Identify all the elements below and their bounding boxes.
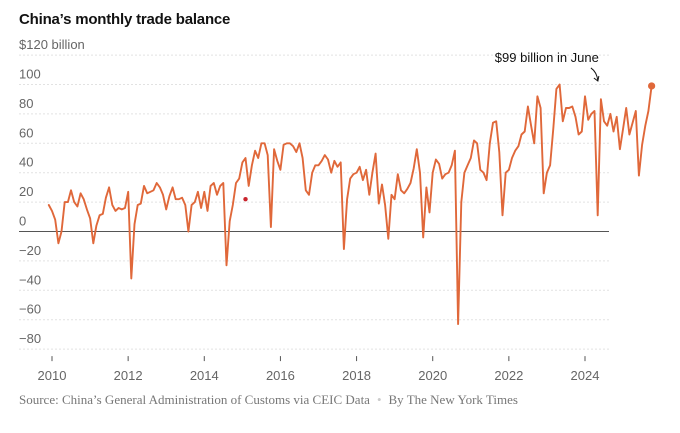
y-unit-label: $120 billion xyxy=(19,37,85,52)
y-tick-label: −80 xyxy=(19,331,41,346)
annotation-arrow xyxy=(590,67,600,82)
y-tick-label: 100 xyxy=(19,67,41,82)
series-line-trade-balance xyxy=(47,83,653,326)
series-markers xyxy=(243,82,656,202)
highlight-point xyxy=(243,196,248,202)
x-tick-label: 2020 xyxy=(418,368,447,383)
x-tick-label: 2016 xyxy=(266,368,295,383)
y-tick-label: 40 xyxy=(19,155,33,170)
x-tick-label: 2022 xyxy=(494,368,523,383)
x-tick-label: 2018 xyxy=(342,368,371,383)
x-tick-label: 2014 xyxy=(190,368,219,383)
y-axis: $120 billion −80 −60 −40 −20 0 20 40 60 80 100 xyxy=(19,37,85,346)
y-tick-label: 20 xyxy=(19,184,33,199)
x-axis: 2010 2012 2014 2016 2018 2020 2022 2024 xyxy=(38,356,600,383)
x-tick-label: 2024 xyxy=(571,368,600,383)
source-note: Source: China’s General Administration o… xyxy=(19,392,518,408)
chart-title: China’s monthly trade balance xyxy=(19,11,231,28)
y-tick-label: 0 xyxy=(19,214,26,229)
y-tick-label: 60 xyxy=(19,125,33,140)
y-tick-label: −60 xyxy=(19,302,41,317)
source-text: Source: China’s General Administration o… xyxy=(19,392,370,407)
credit-text: By The New York Times xyxy=(388,392,518,407)
last-point xyxy=(648,82,656,90)
x-tick-label: 2012 xyxy=(114,368,143,383)
annotation: $99 billion in June xyxy=(495,50,600,82)
annotation-label: $99 billion in June xyxy=(495,50,599,65)
footer-separator: • xyxy=(376,392,382,407)
y-tick-label: −20 xyxy=(19,243,41,258)
x-tick-label: 2010 xyxy=(38,368,67,383)
gridlines xyxy=(19,54,609,350)
y-tick-label: 80 xyxy=(19,96,33,111)
y-tick-label: −40 xyxy=(19,272,41,287)
